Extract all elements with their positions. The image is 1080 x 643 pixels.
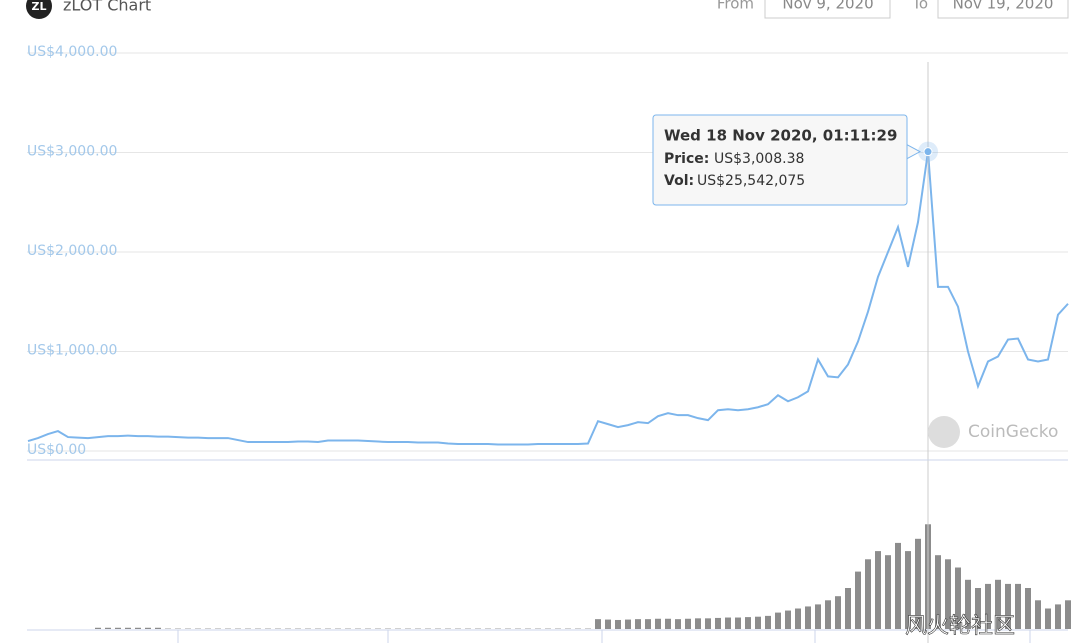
volume-bar bbox=[645, 619, 651, 629]
hover-point bbox=[923, 147, 933, 157]
volume-bar bbox=[1025, 588, 1031, 629]
volume-bar bbox=[835, 596, 841, 629]
tooltip-vol: US$25,542,075 bbox=[697, 173, 805, 189]
volume-bar bbox=[665, 618, 671, 629]
from-date: Nov 9, 2020 bbox=[782, 0, 873, 13]
volume-bar bbox=[1005, 583, 1011, 629]
volume-bar bbox=[595, 619, 601, 629]
volume-bar bbox=[955, 567, 961, 629]
volume-bar bbox=[635, 619, 641, 629]
tooltip-title: Wed 18 Nov 2020, 01:11:29 bbox=[664, 127, 897, 145]
tooltip-vol-label: Vol: bbox=[664, 173, 694, 189]
volume-bar bbox=[115, 627, 121, 629]
volume-bar bbox=[715, 617, 721, 629]
volume-bar bbox=[825, 600, 831, 629]
navigator-ticks bbox=[177, 630, 1031, 643]
volume-bar bbox=[865, 559, 871, 629]
plot: US$0.00 US$1,000.00 US$2,000.00 US$3,000.00… bbox=[27, 44, 1071, 643]
chart-title: zLOT Chart bbox=[63, 0, 151, 15]
volume-bar bbox=[875, 551, 881, 629]
volume-bar bbox=[885, 555, 891, 629]
y-tick-label: US$2,000.00 bbox=[27, 243, 117, 259]
volume-bar bbox=[1035, 600, 1041, 629]
volume-bar bbox=[605, 619, 611, 629]
volume-bar bbox=[795, 608, 801, 629]
to-date: Nov 19, 2020 bbox=[953, 0, 1054, 13]
volume-bar bbox=[1015, 583, 1021, 629]
volume-bar bbox=[125, 627, 131, 629]
coingecko-logo bbox=[928, 416, 960, 448]
to-input[interactable] bbox=[937, 0, 1069, 19]
volume-bar bbox=[95, 627, 101, 629]
volume-bar bbox=[735, 617, 741, 629]
volume-bar bbox=[705, 618, 711, 629]
volume-bar bbox=[855, 571, 861, 629]
y-tick-label: US$4,000.00 bbox=[27, 44, 117, 60]
tooltip-box bbox=[652, 114, 908, 206]
volume-bar bbox=[615, 619, 621, 629]
volume-bar bbox=[675, 619, 681, 629]
volume-bar bbox=[135, 627, 141, 629]
volume-bar bbox=[965, 579, 971, 629]
from-label: From bbox=[717, 0, 754, 13]
volume-bar bbox=[655, 618, 661, 629]
volume-bar bbox=[625, 619, 631, 629]
volume-bar bbox=[755, 616, 761, 629]
volume-bar bbox=[1055, 604, 1061, 629]
coingecko-watermark: CoinGecko bbox=[968, 422, 1058, 442]
volume-bar bbox=[1045, 608, 1051, 629]
volume-bar bbox=[145, 627, 151, 629]
volume-bar bbox=[815, 604, 821, 629]
y-tick-label: US$0.00 bbox=[27, 442, 86, 458]
logo-text: ZL bbox=[32, 0, 47, 13]
volume-bar bbox=[695, 618, 701, 629]
y-tick-label: US$3,000.00 bbox=[27, 144, 117, 160]
volume-bar bbox=[895, 542, 901, 629]
volume-bar bbox=[775, 612, 781, 629]
volume-bar bbox=[975, 588, 981, 629]
price-line bbox=[27, 151, 1069, 446]
volume-bar bbox=[745, 617, 751, 629]
volume-bar bbox=[765, 615, 771, 629]
volume-bar bbox=[905, 551, 911, 629]
to-label: To bbox=[911, 0, 928, 13]
from-input[interactable] bbox=[764, 0, 891, 19]
volume-bar bbox=[155, 627, 161, 629]
volume-bar bbox=[785, 610, 791, 629]
wechat-watermark: 风火轮社区 bbox=[905, 614, 1015, 639]
volume-bar bbox=[685, 618, 691, 629]
volume-bar bbox=[915, 538, 921, 629]
volume-bar bbox=[935, 555, 941, 629]
tooltip-price: US$3,008.38 bbox=[714, 151, 804, 167]
volume-bar bbox=[1065, 600, 1071, 629]
tooltip-price-label: Price: bbox=[664, 151, 709, 167]
volume-bar bbox=[725, 617, 731, 629]
volume-bar bbox=[995, 579, 1001, 629]
volume-bar bbox=[985, 583, 991, 629]
logo bbox=[26, 0, 52, 19]
volume-bar bbox=[805, 606, 811, 629]
volume-bar bbox=[945, 559, 951, 629]
volume-bar bbox=[845, 588, 851, 629]
tooltip-pointer bbox=[906, 143, 922, 160]
y-tick-label: US$1,000.00 bbox=[27, 343, 117, 359]
volume-bar bbox=[105, 627, 111, 629]
